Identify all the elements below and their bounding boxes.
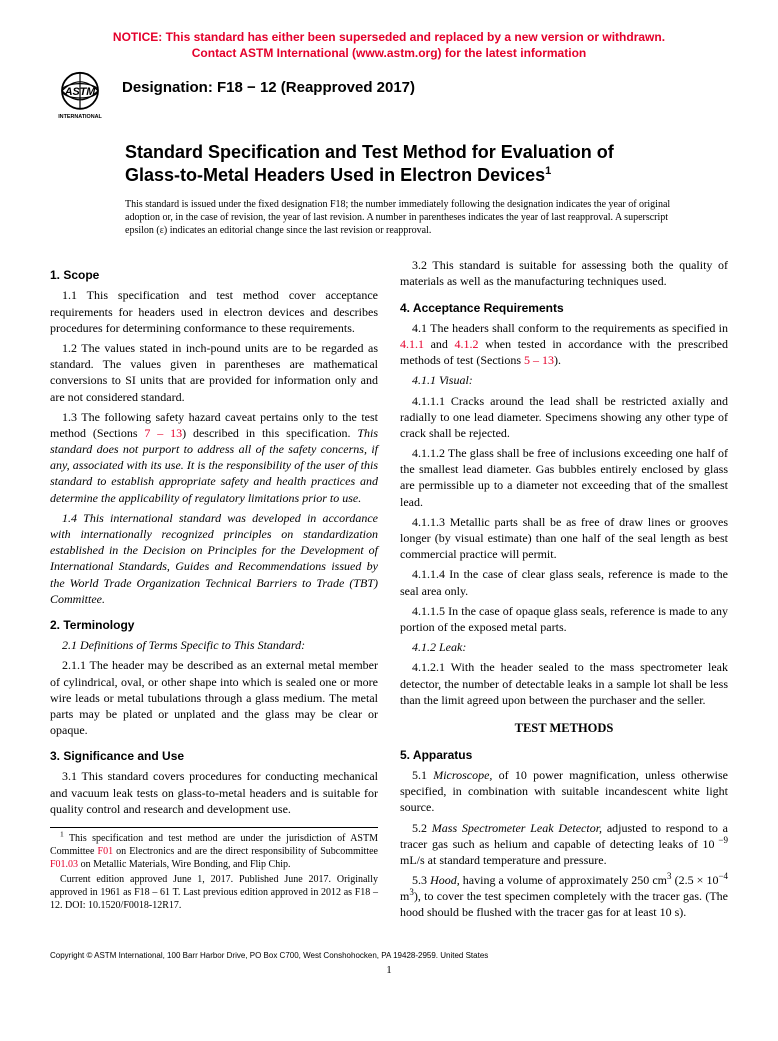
p53i: Hood, xyxy=(430,873,460,887)
p53c: (2.5 × 10 xyxy=(672,873,719,887)
title-text: Standard Specification and Test Method f… xyxy=(125,142,614,185)
designation-text: Designation: F18 − 12 (Reapproved 2017) xyxy=(122,79,415,96)
link-411[interactable]: 4.1.1 xyxy=(400,337,424,351)
link-sections-5-13[interactable]: 5 – 13 xyxy=(524,353,554,367)
para-2-1: 2.1 Definitions of Terms Specific to Thi… xyxy=(50,637,378,653)
header-row: ASTM INTERNATIONAL Designation: F18 − 12… xyxy=(50,71,728,123)
logo-text-bottom: INTERNATIONAL xyxy=(58,114,102,119)
title-footnote-ref: 1 xyxy=(545,165,551,177)
section-5-head: 5. Apparatus xyxy=(400,747,728,763)
p52i: Mass Spectrometer Leak Detector, xyxy=(432,821,602,835)
document-title: Standard Specification and Test Method f… xyxy=(125,141,625,186)
para-1-1: 1.1 This specification and test method c… xyxy=(50,287,378,336)
p52a: 5.2 xyxy=(412,821,432,835)
page-number: 1 xyxy=(50,964,728,976)
para-4-1: 4.1 The headers shall conform to the req… xyxy=(400,320,728,369)
p51a: 5.1 xyxy=(412,768,433,782)
notice-line-1: NOTICE: This standard has either been su… xyxy=(113,30,665,44)
p53d: m xyxy=(400,889,409,903)
fn1b: on Electronics and are the direct respon… xyxy=(113,846,378,857)
link-subcommittee-f0103[interactable]: F01.03 xyxy=(50,859,78,870)
section-2-head: 2. Terminology xyxy=(50,617,378,633)
p52c: mL/s at standard temperature and pressur… xyxy=(400,853,607,867)
para-3-2: 3.2 This standard is suitable for assess… xyxy=(400,257,728,289)
p53a: 5.3 xyxy=(412,873,430,887)
para-1-2: 1.2 The values stated in inch-pound unit… xyxy=(50,340,378,405)
para-4-1-1-2: 4.1.1.2 The glass shall be free of inclu… xyxy=(400,445,728,510)
para-4-1-1-1: 4.1.1.1 Cracks around the lead shall be … xyxy=(400,393,728,442)
p53b: having a volume of approximately 250 cm xyxy=(460,873,667,887)
logo-text-top: ASTM xyxy=(64,86,97,98)
para-4-1-2-1: 4.1.2.1 With the header sealed to the ma… xyxy=(400,659,728,708)
footnote-1-marker: 1 xyxy=(60,830,64,839)
p52sup: −9 xyxy=(715,835,729,845)
p41c: ). xyxy=(554,353,561,367)
para-4-1-1-3: 4.1.1.3 Metallic parts shall be as free … xyxy=(400,514,728,563)
para-4-1-1: 4.1.1 Visual: xyxy=(400,372,728,388)
test-methods-head: TEST METHODS xyxy=(400,720,728,737)
body-columns: 1. Scope 1.1 This specification and test… xyxy=(50,257,728,920)
para-1-4: 1.4 This international standard was deve… xyxy=(50,510,378,607)
document-page: NOTICE: This standard has either been su… xyxy=(0,0,778,996)
notice-line-2: Contact ASTM International (www.astm.org… xyxy=(192,46,586,60)
para-4-1-1-5: 4.1.1.5 In the case of opaque glass seal… xyxy=(400,603,728,635)
p13b: ) described in this specification. xyxy=(182,426,357,440)
p41m: and xyxy=(424,337,455,351)
p53e: ), to cover the test specimen completely… xyxy=(400,889,728,919)
copyright-line: Copyright © ASTM International, 100 Barr… xyxy=(50,951,728,960)
para-5-2: 5.2 Mass Spectrometer Leak Detector, adj… xyxy=(400,820,728,869)
para-1-3: 1.3 The following safety hazard caveat p… xyxy=(50,409,378,506)
footnote-2: Current edition approved June 1, 2017. P… xyxy=(50,873,378,912)
para-3-1: 3.1 This standard covers procedures for … xyxy=(50,768,378,817)
issued-statement: This standard is issued under the fixed … xyxy=(125,198,685,237)
para-4-1-1-4: 4.1.1.4 In the case of clear glass seals… xyxy=(400,566,728,598)
section-1-head: 1. Scope xyxy=(50,267,378,283)
para-5-3: 5.3 Hood, having a volume of approximate… xyxy=(400,872,728,921)
fn1c: on Metallic Materials, Wire Bonding, and… xyxy=(78,859,290,870)
p41a: 4.1 The headers shall conform to the req… xyxy=(412,321,728,335)
notice-banner: NOTICE: This standard has either been su… xyxy=(50,30,728,61)
footnote-1: 1 This specification and test method are… xyxy=(50,832,378,871)
astm-logo: ASTM INTERNATIONAL xyxy=(50,71,110,123)
p53sup2: −4 xyxy=(718,871,728,881)
para-4-1-2: 4.1.2 Leak: xyxy=(400,639,728,655)
section-3-head: 3. Significance and Use xyxy=(50,748,378,764)
p51i: Microscope, xyxy=(433,768,492,782)
link-412[interactable]: 4.1.2 xyxy=(455,337,479,351)
footnote-block: 1 This specification and test method are… xyxy=(50,827,378,912)
link-sections-7-13[interactable]: 7 – 13 xyxy=(144,426,182,440)
section-4-head: 4. Acceptance Requirements xyxy=(400,300,728,316)
link-committee-f01[interactable]: F01 xyxy=(98,846,114,857)
para-2-1-1: 2.1.1 The header may be described as an … xyxy=(50,657,378,738)
para-5-1: 5.1 Microscope, of 10 power magnificatio… xyxy=(400,767,728,816)
